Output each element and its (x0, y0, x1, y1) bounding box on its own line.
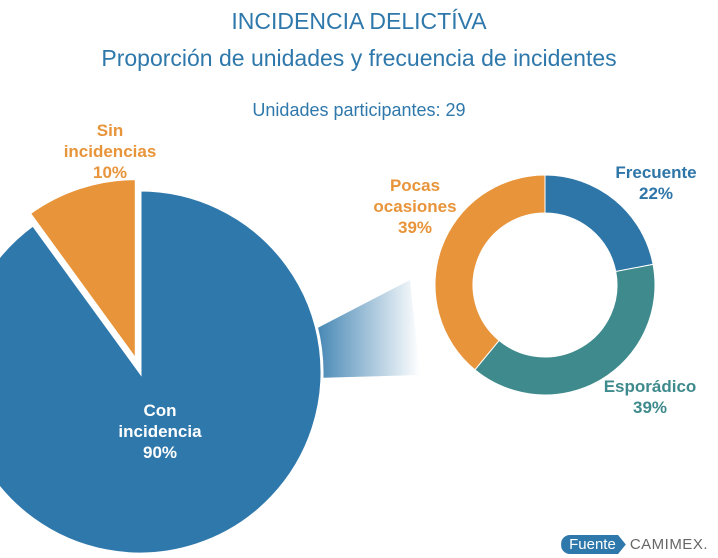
value-label: 39% (397, 218, 433, 237)
category-label: Con incidencia (118, 401, 202, 441)
chart-subtitle: Proporción de unidades y frecuencia de i… (101, 45, 617, 71)
value-label: 90% (142, 443, 178, 462)
category-label: Pocas ocasiones (373, 176, 457, 216)
annotation: Unidades participantes: 29 (252, 100, 466, 120)
donut-segment (434, 174, 546, 371)
slice-label: Sin incidencias 10% (55, 120, 165, 183)
value-label: 10% (92, 163, 128, 182)
category-label: Esporádico (603, 377, 697, 396)
connector (304, 280, 420, 378)
slice-label: Pocas ocasiones 39% (360, 175, 470, 238)
chart-title: INCIDENCIA DELICTÍVA (231, 8, 487, 34)
source: Fuente CAMIMEX. (561, 535, 708, 554)
value-label: 39% (632, 398, 668, 417)
pie-slice (0, 188, 324, 556)
source-text: CAMIMEX. (629, 536, 708, 553)
donut-segment (474, 263, 656, 396)
category-label: Frecuente (615, 163, 697, 182)
category-label: Sin incidencias (63, 121, 157, 161)
value-label: 22% (638, 184, 674, 203)
slice-label: Esporádico 39% (590, 376, 710, 418)
pie-slice (27, 177, 138, 366)
slice-label: Con incidencia 90% (100, 400, 220, 463)
slice-label: Frecuente 22% (596, 162, 716, 204)
source-label: Fuente (561, 535, 626, 554)
